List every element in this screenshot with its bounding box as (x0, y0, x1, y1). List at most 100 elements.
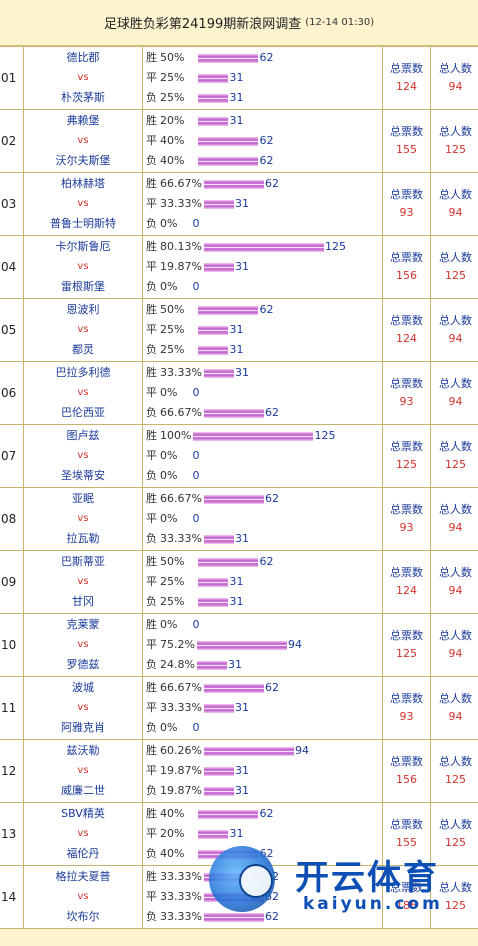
win-bar (198, 306, 258, 315)
total-people-label: 总人数 (431, 186, 478, 204)
win-percent: 66.67% (160, 678, 202, 698)
away-team-link[interactable]: 巴伦西亚 (24, 403, 142, 423)
away-team-link[interactable]: 甘冈 (24, 592, 142, 612)
soccer-ball-icon (239, 864, 273, 898)
home-team-link[interactable]: 恩波利 (24, 300, 142, 320)
draw-bar (198, 830, 228, 839)
home-team-link[interactable]: 亚眠 (24, 489, 142, 509)
draw-count: 94 (288, 635, 302, 655)
total-votes-value: 125 (383, 456, 430, 474)
home-team-link[interactable]: 卡尔斯鲁厄 (24, 237, 142, 257)
lose-label: 负 (146, 277, 160, 297)
away-team-link[interactable]: 普鲁士明斯特 (24, 214, 142, 234)
away-team-link[interactable]: 朴茨茅斯 (24, 88, 142, 108)
lose-label: 负 (146, 592, 160, 612)
draw-count: 31 (229, 320, 243, 340)
vs-label: vs (24, 572, 142, 592)
watermark-domain: kaiyun.com (303, 894, 443, 914)
away-team-link[interactable]: 都灵 (24, 340, 142, 360)
lose-label: 负 (146, 844, 160, 864)
home-team-link[interactable]: 波城 (24, 678, 142, 698)
home-team-link[interactable]: 弗赖堡 (24, 111, 142, 131)
draw-label: 平 (146, 257, 160, 277)
total-votes-label: 总票数 (383, 123, 430, 141)
win-count: 62 (259, 48, 273, 68)
match-number: 02 (0, 110, 24, 173)
home-team-link[interactable]: 格拉夫夏普 (24, 867, 142, 887)
watermark-logo: 开云体育 kaiyun.com (195, 842, 475, 930)
lose-count: 31 (235, 529, 249, 549)
home-team-link[interactable]: 兹沃勒 (24, 741, 142, 761)
away-team-link[interactable]: 雷根斯堡 (24, 277, 142, 297)
away-team-link[interactable]: 福伦丹 (24, 844, 142, 864)
lose-count: 31 (229, 592, 243, 612)
vs-label: vs (24, 887, 142, 907)
total-votes-label: 总票数 (383, 564, 430, 582)
total-people-label: 总人数 (431, 690, 478, 708)
away-team-link[interactable]: 威廉二世 (24, 781, 142, 801)
win-bar (204, 369, 234, 378)
away-team-link[interactable]: 圣埃蒂安 (24, 466, 142, 486)
lose-percent: 40% (160, 844, 184, 864)
lose-percent: 0% (160, 277, 177, 297)
away-team-link[interactable]: 阿雅克肖 (24, 718, 142, 738)
away-team-link[interactable]: 坎布尔 (24, 907, 142, 927)
win-bar (198, 810, 258, 819)
win-percent: 40% (160, 804, 184, 824)
away-team-link[interactable]: 沃尔夫斯堡 (24, 151, 142, 171)
total-people-value: 94 (431, 582, 478, 600)
lose-percent: 0% (160, 214, 177, 234)
home-team-link[interactable]: 克莱蒙 (24, 615, 142, 635)
lose-bar (198, 346, 228, 355)
home-team-link[interactable]: 巴拉多利德 (24, 363, 142, 383)
win-label: 胜 (146, 867, 160, 887)
lose-count: 31 (228, 655, 242, 675)
home-team-link[interactable]: 德比郡 (24, 48, 142, 68)
total-people-label: 总人数 (431, 564, 478, 582)
lose-percent: 33.33% (160, 529, 202, 549)
away-team-link[interactable]: 罗德兹 (24, 655, 142, 675)
draw-bar (198, 578, 228, 587)
total-votes-value: 155 (383, 141, 430, 159)
home-team-link[interactable]: 巴斯蒂亚 (24, 552, 142, 572)
total-people-value: 125 (431, 456, 478, 474)
total-votes-value: 124 (383, 330, 430, 348)
away-team-link[interactable]: 拉瓦勒 (24, 529, 142, 549)
lose-percent: 0% (160, 466, 177, 486)
survey-header: 足球胜负彩第24199期新浪网调查 (12-14 01:30) (0, 0, 478, 46)
total-votes-label: 总票数 (383, 753, 430, 771)
draw-label: 平 (146, 446, 160, 466)
total-votes-value: 93 (383, 204, 430, 222)
vs-label: vs (24, 824, 142, 844)
home-team-link[interactable]: 图卢兹 (24, 426, 142, 446)
home-team-link[interactable]: SBV精英 (24, 804, 142, 824)
home-team-link[interactable]: 柏林赫塔 (24, 174, 142, 194)
